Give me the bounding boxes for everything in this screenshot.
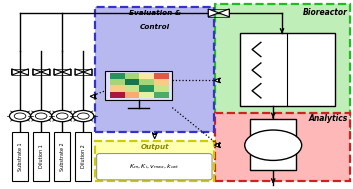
Circle shape — [56, 113, 68, 119]
Polygon shape — [62, 69, 71, 75]
Text: $K_m, K_i, v_{max}, k_{cat}$: $K_m, K_i, v_{max}, k_{cat}$ — [129, 162, 180, 171]
Bar — [215, 113, 350, 181]
Bar — [33, 132, 49, 181]
Text: Evaluation &: Evaluation & — [128, 10, 181, 16]
Circle shape — [10, 110, 31, 122]
Bar — [12, 132, 28, 181]
Polygon shape — [33, 69, 41, 75]
Text: Substrate 1: Substrate 1 — [18, 142, 23, 171]
Text: Control: Control — [140, 24, 170, 30]
Polygon shape — [83, 69, 92, 75]
Bar — [240, 33, 335, 106]
Polygon shape — [20, 69, 29, 75]
Polygon shape — [12, 69, 20, 75]
Text: Analytics: Analytics — [309, 114, 348, 123]
Text: Output: Output — [140, 144, 169, 150]
Bar — [95, 7, 215, 132]
Circle shape — [73, 110, 94, 122]
Text: Substrate 2: Substrate 2 — [60, 142, 65, 171]
Bar — [215, 5, 350, 136]
Bar — [95, 141, 215, 181]
FancyBboxPatch shape — [97, 154, 212, 180]
Text: Dilution 2: Dilution 2 — [81, 145, 86, 168]
Circle shape — [78, 113, 89, 119]
Circle shape — [14, 113, 26, 119]
Polygon shape — [219, 9, 229, 17]
Bar — [54, 132, 70, 181]
Bar — [76, 132, 91, 181]
Text: Bioreactor: Bioreactor — [303, 8, 348, 17]
Polygon shape — [41, 69, 49, 75]
Bar — [106, 71, 172, 100]
Polygon shape — [75, 69, 83, 75]
Circle shape — [52, 110, 73, 122]
Circle shape — [35, 113, 47, 119]
Circle shape — [245, 130, 302, 160]
Bar — [250, 119, 296, 170]
Text: Dilution 1: Dilution 1 — [38, 145, 44, 168]
Circle shape — [31, 110, 52, 122]
Polygon shape — [208, 9, 219, 17]
Polygon shape — [54, 69, 62, 75]
